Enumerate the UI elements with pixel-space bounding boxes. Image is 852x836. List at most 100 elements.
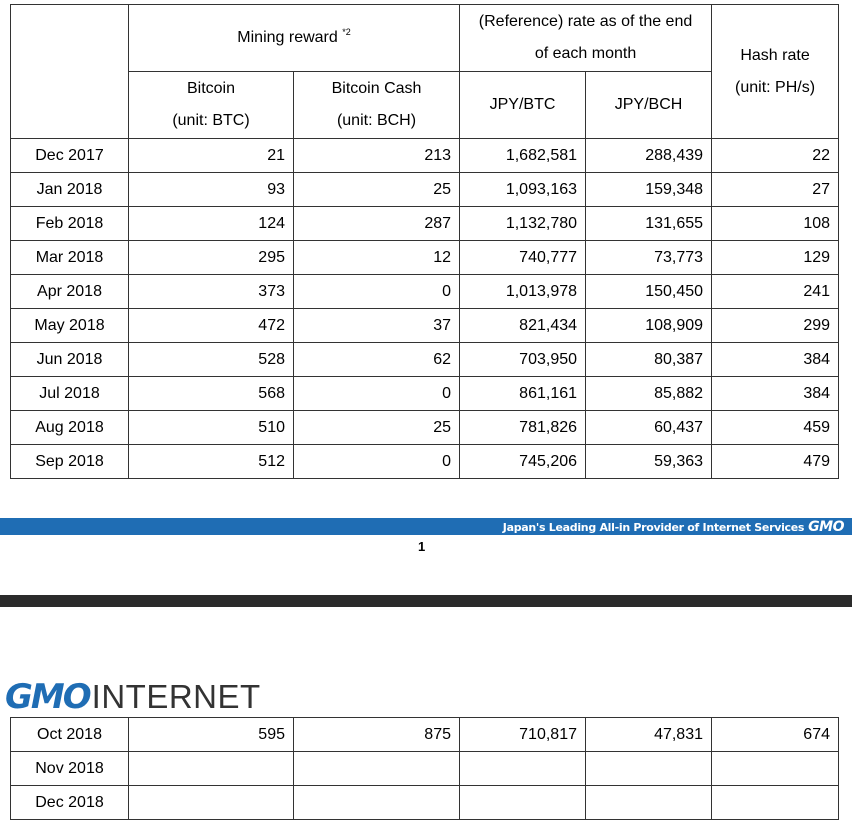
bitcoin-cash-unit: (unit: BCH) bbox=[336, 112, 417, 129]
bitcoin-cell: 124 bbox=[128, 206, 294, 241]
footer-tagline: Japan's Leading All-in Provider of Inter… bbox=[502, 519, 845, 535]
table-row: Jul 2018 568 0 861,161 85,882 384 bbox=[10, 376, 840, 411]
month-cell: Dec 2018 bbox=[10, 785, 129, 820]
month-cell: Apr 2018 bbox=[10, 274, 129, 309]
bitcoin-cell: 373 bbox=[128, 274, 294, 309]
mining-reward-header: Mining reward *2 bbox=[127, 4, 461, 72]
hash-rate-cell: 674 bbox=[711, 717, 839, 752]
bitcoin-cash-cell: 0 bbox=[292, 376, 461, 411]
bitcoin-cell: 568 bbox=[128, 376, 294, 411]
jpy-bch-cell: 47,831 bbox=[585, 717, 712, 752]
bitcoin-cash-cell: 25 bbox=[292, 410, 461, 445]
tagline-text: Japan's Leading All-in Provider of Inter… bbox=[502, 521, 805, 534]
jpy-btc-cell: 740,777 bbox=[459, 240, 587, 275]
mining-results-table-continued: Oct 2018 595 875 710,817 47,831 674 Nov 2018 De… bbox=[10, 717, 839, 820]
jpy-btc-cell: 1,093,163 bbox=[459, 172, 587, 207]
month-cell: Oct 2018 bbox=[10, 717, 129, 752]
table-row: Dec 2018 bbox=[10, 785, 839, 820]
jpy-btc-cell: 781,826 bbox=[459, 410, 587, 445]
bitcoin-label: Bitcoin bbox=[186, 80, 236, 97]
jpy-bch-cell: 59,363 bbox=[585, 444, 713, 479]
jpy-bch-cell: 80,387 bbox=[585, 342, 713, 377]
month-cell: May 2018 bbox=[10, 308, 129, 343]
month-cell: Nov 2018 bbox=[10, 751, 129, 786]
month-cell: Jan 2018 bbox=[10, 172, 129, 207]
page-number: 1 bbox=[418, 539, 426, 554]
table-row: Jun 2018 528 62 703,950 80,387 384 bbox=[10, 342, 840, 377]
bitcoin-cash-cell: 37 bbox=[292, 308, 461, 343]
hash-rate-cell: 299 bbox=[711, 308, 840, 343]
reference-rate-line1: (Reference) rate as of the end bbox=[478, 13, 693, 30]
jpy-bch-header: JPY/BCH bbox=[585, 71, 713, 139]
jpy-btc-cell: 710,817 bbox=[459, 717, 586, 752]
table-row: Sep 2018 512 0 745,206 59,363 479 bbox=[10, 444, 840, 479]
jpy-bch-cell: 73,773 bbox=[585, 240, 713, 275]
month-cell: Dec 2017 bbox=[10, 138, 129, 173]
bitcoin-cash-cell bbox=[293, 785, 460, 820]
month-cell: Feb 2018 bbox=[10, 206, 129, 241]
jpy-btc-header: JPY/BTC bbox=[459, 71, 587, 139]
jpy-bch-cell: 288,439 bbox=[585, 138, 713, 173]
bitcoin-cell bbox=[128, 785, 294, 820]
bitcoin-cell: 295 bbox=[128, 240, 294, 275]
table-row: Aug 2018 510 25 781,826 60,437 459 bbox=[10, 410, 840, 445]
hash-rate-unit: (unit: PH/s) bbox=[735, 78, 816, 96]
table-row: May 2018 472 37 821,434 108,909 299 bbox=[10, 308, 840, 343]
month-cell: Aug 2018 bbox=[10, 410, 129, 445]
hash-rate-cell: 384 bbox=[711, 342, 840, 377]
month-cell: Jul 2018 bbox=[10, 376, 129, 411]
corner-cell bbox=[10, 4, 129, 139]
reference-rate-header: (Reference) rate as of the end of each m… bbox=[459, 4, 713, 72]
jpy-bch-cell: 60,437 bbox=[585, 410, 713, 445]
jpy-bch-cell: 159,348 bbox=[585, 172, 713, 207]
bitcoin-cell: 512 bbox=[128, 444, 294, 479]
hash-rate-label: Hash rate bbox=[740, 46, 810, 64]
hash-rate-cell: 241 bbox=[711, 274, 840, 309]
jpy-btc-cell: 861,161 bbox=[459, 376, 587, 411]
footer-bar: Japan's Leading All-in Provider of Inter… bbox=[0, 518, 852, 535]
bitcoin-cell: 528 bbox=[128, 342, 294, 377]
jpy-bch-cell bbox=[585, 751, 712, 786]
hash-rate-cell: 108 bbox=[711, 206, 840, 241]
jpy-btc-cell: 821,434 bbox=[459, 308, 587, 343]
hash-rate-cell: 384 bbox=[711, 376, 840, 411]
table-row: Apr 2018 373 0 1,013,978 150,450 241 bbox=[10, 274, 840, 309]
hash-rate-header: Hash rate (unit: PH/s) bbox=[711, 4, 840, 139]
bitcoin-cell: 472 bbox=[128, 308, 294, 343]
jpy-btc-cell: 745,206 bbox=[459, 444, 587, 479]
bitcoin-cash-cell: 25 bbox=[292, 172, 461, 207]
bitcoin-cash-cell: 62 bbox=[292, 342, 461, 377]
jpy-btc-cell bbox=[459, 785, 586, 820]
hash-rate-cell: 459 bbox=[711, 410, 840, 445]
jpy-btc-cell: 703,950 bbox=[459, 342, 587, 377]
bitcoin-cell: 93 bbox=[128, 172, 294, 207]
table-body: Dec 2017 21 213 1,682,581 288,439 22 Jan 2018 9… bbox=[10, 138, 840, 479]
table-row: Feb 2018 124 287 1,132,780 131,655 108 bbox=[10, 206, 840, 241]
jpy-bch-cell: 150,450 bbox=[585, 274, 713, 309]
bitcoin-cell: 21 bbox=[128, 138, 294, 173]
bitcoin-cell bbox=[128, 751, 294, 786]
jpy-bch-cell: 108,909 bbox=[585, 308, 713, 343]
hash-rate-cell bbox=[711, 785, 839, 820]
mining-reward-label: Mining reward bbox=[237, 29, 338, 46]
jpy-btc-cell bbox=[459, 751, 586, 786]
jpy-btc-cell: 1,682,581 bbox=[459, 138, 587, 173]
jpy-btc-cell: 1,013,978 bbox=[459, 274, 587, 309]
bitcoin-header: Bitcoin (unit: BTC) bbox=[128, 71, 294, 139]
mining-reward-footnote: *2 bbox=[342, 27, 351, 37]
table-row: Nov 2018 bbox=[10, 751, 839, 786]
logo-gmo: GMO bbox=[5, 677, 92, 717]
hash-rate-cell: 129 bbox=[711, 240, 840, 275]
hash-rate-cell: 479 bbox=[711, 444, 840, 479]
page-divider-bar bbox=[0, 595, 852, 607]
bitcoin-cell: 595 bbox=[128, 717, 294, 752]
hash-rate-cell: 22 bbox=[711, 138, 840, 173]
bitcoin-cash-cell: 0 bbox=[292, 274, 461, 309]
bitcoin-cash-label: Bitcoin Cash bbox=[331, 80, 422, 97]
bitcoin-unit: (unit: BTC) bbox=[172, 112, 250, 129]
reference-rate-line2: of each month bbox=[534, 45, 637, 62]
jpy-bch-cell: 85,882 bbox=[585, 376, 713, 411]
table-row: Mar 2018 295 12 740,777 73,773 129 bbox=[10, 240, 840, 275]
bitcoin-cash-header: Bitcoin Cash (unit: BCH) bbox=[292, 71, 461, 139]
hash-rate-cell: 27 bbox=[711, 172, 840, 207]
